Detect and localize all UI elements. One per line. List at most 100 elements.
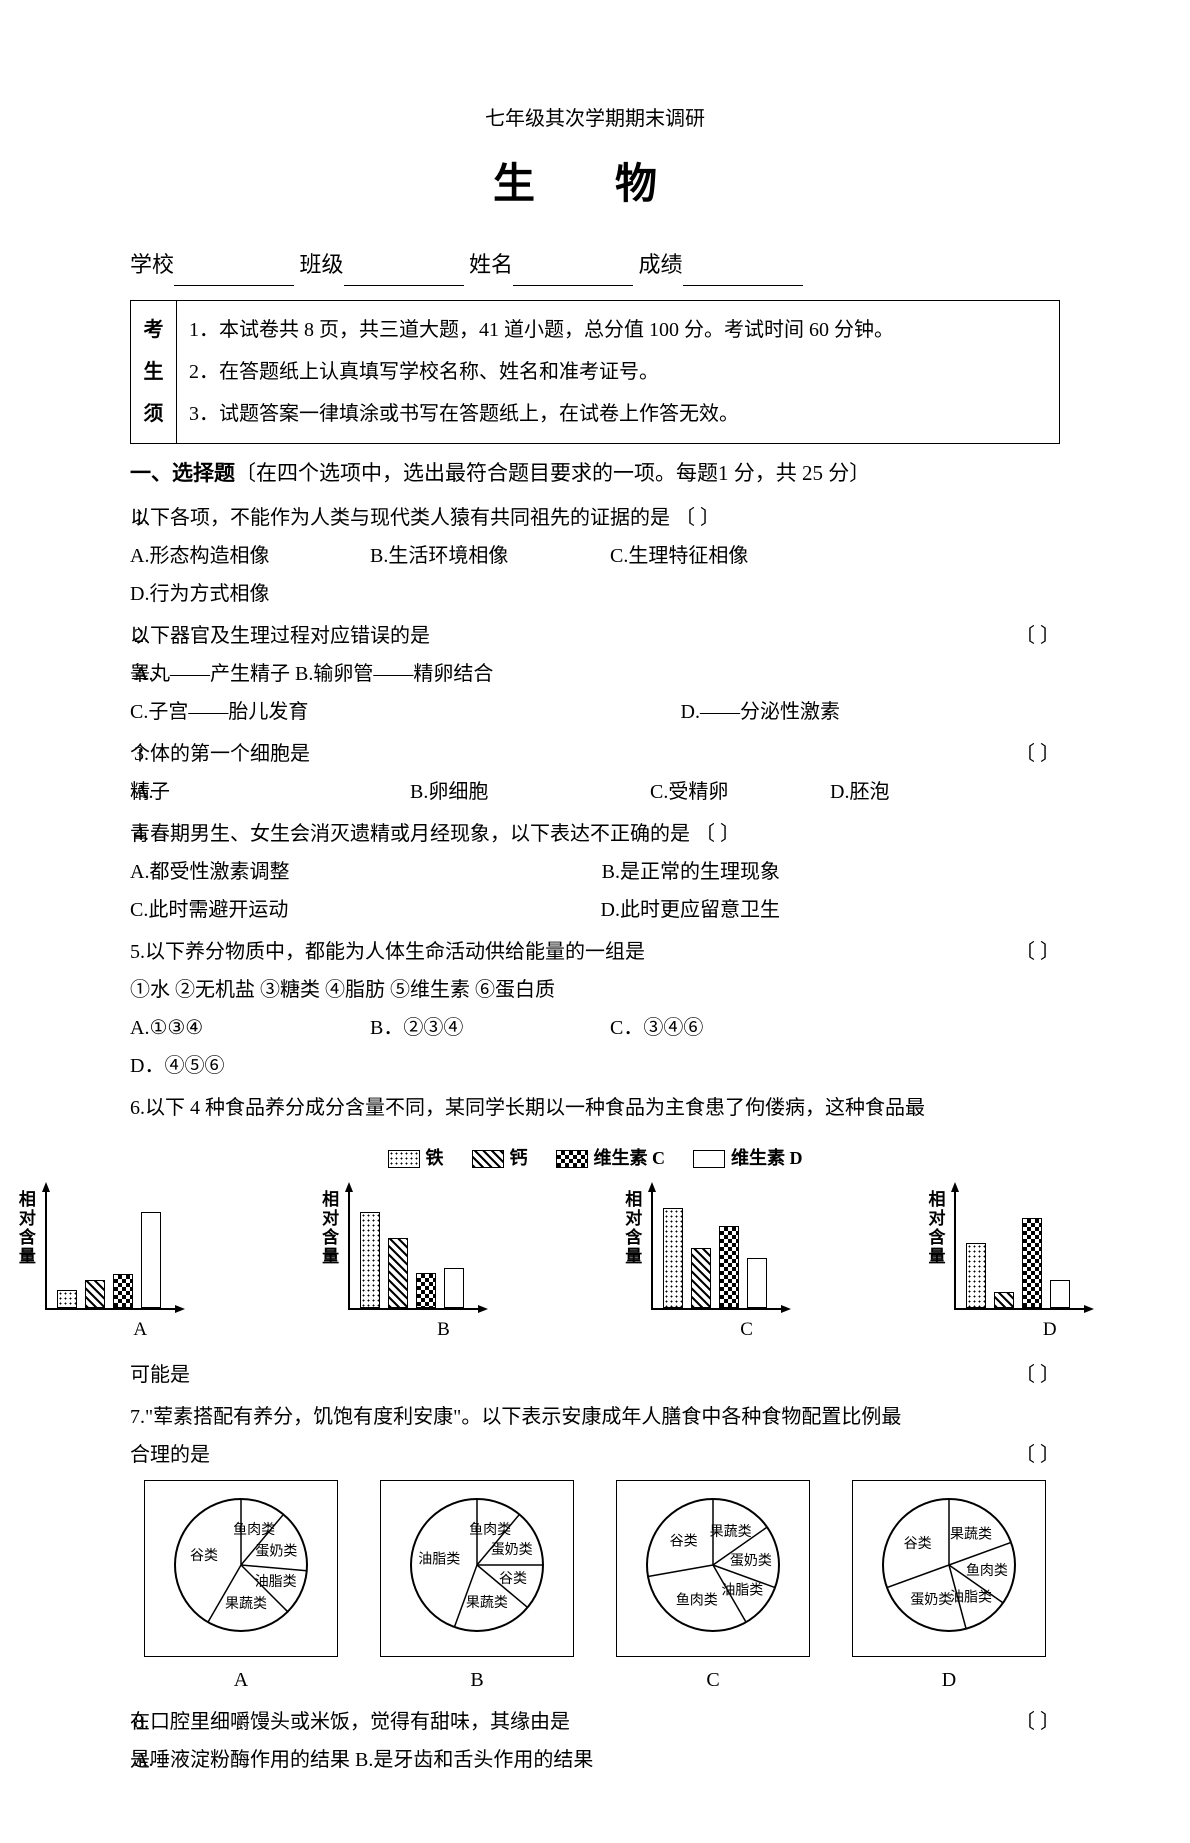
q7-stem: 7."荤素搭配有养分，饥饱有度利安康"。以下表示安康成年人膳食中各种食物配置比例… [130,1398,1060,1436]
legend-vd: 维生素 D [693,1141,803,1175]
q4-opt-c: C.此时需避开运动 [130,891,288,929]
school-label: 学校 [130,244,174,286]
bar [57,1290,77,1308]
notice-line-3: 3．试题答案一律填涂或书写在答题纸上，在试卷上作答无效。 [189,395,1047,433]
pie-slice-label: 鱼肉类 [469,1521,511,1538]
q3-opt-b: B.卵细胞 [410,773,610,811]
q7-bracket: 〔 〕 [1015,1436,1060,1474]
pie-label: B [380,1661,574,1699]
chart-x-label: B [437,1312,450,1348]
q8-bracket: 〔 〕 [1015,1703,1060,1741]
pie-svg: 果蔬类鱼肉类油脂类蛋奶类谷类 [859,1487,1039,1637]
q6-tail: 可能是 [130,1356,190,1394]
pie-slice-label: 果蔬类 [466,1595,508,1611]
pie-C: 果蔬类蛋奶类油脂类鱼肉类谷类 C [616,1480,810,1699]
q5-opt-c: C．③④⑥ [610,1009,810,1047]
q4-num: 4. [130,815,260,853]
notice-body: 1．本试卷共 8 页，共三道大题，41 道小题，总分值 100 分。考试时间 6… [177,301,1059,443]
score-label: 成绩 [639,244,683,286]
notice-line-1: 1．本试卷共 8 页，共三道大题，41 道小题，总分值 100 分。考试时间 6… [189,311,1047,349]
q2-bracket: 〔 〕 [1015,617,1060,655]
q8-anum: A. [130,1741,260,1779]
notice-side-1: 生 [144,353,164,391]
bar [1050,1280,1070,1308]
q7-tail: 合理的是 [130,1436,210,1474]
q2-opt-ab: 睾丸——产生精子 B.输卵管——精卵结合 [130,655,1060,693]
q4-stem: 青春期男生、女生会消灭遗精或月经现象，以下表达不正确的是 〔 〕 [130,815,1060,853]
section-1-tail: 〔在四个选项中，选出最符合题目要求的一项。每题1 分，共 25 分〕 [235,461,870,485]
bar [994,1292,1014,1308]
question-3: 3. 个体的第一个细胞是 〔 〕 A. 精子 B.卵细胞 C.受精卵 D.胚泡 [130,735,1060,811]
q4-opt-a: A.都受性激素调整 [130,853,289,891]
q4-opt-d: D.此时更应留意卫生 [601,891,780,929]
question-6: 6.以下 4 种食品养分成分含量不同，某同学长期以一种食品为主食患了佝偻病，这种… [130,1089,1060,1393]
y-axis-label: 相对含量 [312,1190,344,1266]
pie-slice-label: 谷类 [904,1536,932,1552]
q4-opt-b: B.是正常的生理现象 [602,853,780,891]
q1-options: A.形态构造相像 B.生活环境相像 C.生理特征相像 D.行为方式相像 [130,537,1060,613]
pie-slice-label: 谷类 [670,1533,698,1549]
chart-axes [45,1190,175,1310]
bar-chart-A: 相对含量 A [9,1190,272,1348]
q6-stem: 6.以下 4 种食品养分成分含量不同，某同学长期以一种食品为主食患了佝偻病，这种… [130,1089,1060,1127]
pie-B: 鱼肉类蛋奶类谷类果蔬类油脂类B [380,1480,574,1699]
pie-slice-label: 鱼肉类 [966,1562,1008,1579]
chart-axes [954,1190,1084,1310]
legend-iron: 铁 [388,1141,444,1175]
y-axis-label: 相对含量 [615,1190,647,1266]
pie-box: 鱼肉类蛋奶类谷类果蔬类油脂类 [380,1480,574,1657]
bar-chart-C: 相对含量 C [615,1190,878,1348]
bar [416,1273,436,1308]
q8-opt-ab: 是唾液淀粉酶作用的结果 B.是牙齿和舌头作用的结果 [130,1741,1060,1779]
bar [719,1226,739,1308]
pie-box: 果蔬类蛋奶类油脂类鱼肉类谷类 [616,1480,810,1657]
question-8: 8. 在口腔里细嚼馒头或米饭，觉得有甜味，其缘由是 〔 〕 A. 是唾液淀粉酶作… [130,1703,1060,1779]
q5-items: ①水 ②无机盐 ③糖类 ④脂肪 ⑤维生素 ⑥蛋白质 [130,971,1060,1009]
pie-label: C [616,1661,810,1699]
notice-side-label: 考 生 须 [131,301,177,443]
q2-anum: A. [130,655,260,693]
question-4: 4. 青春期男生、女生会消灭遗精或月经现象，以下表达不正确的是 〔 〕 A.都受… [130,815,1060,929]
chart-legend: 铁 钙 维生素 C 维生素 D [130,1141,1060,1175]
question-5: 5.以下养分物质中，都能为人体生命活动供给能量的一组是 〔 〕 ①水 ②无机盐 … [130,933,1060,1085]
notice-line-2: 2．在答题纸上认真填写学校名称、姓名和准考证号。 [189,353,1047,391]
q1-opt-b: B.生活环境相像 [370,537,570,575]
doc-subtitle: 七年级其次学期期末调研 [130,100,1060,138]
y-axis-label: 相对含量 [918,1190,950,1266]
q5-opt-b: B．②③④ [370,1009,570,1047]
bar [444,1268,464,1308]
pie-slice-label: 蛋奶类 [730,1553,772,1569]
pie-A: 鱼肉类蛋奶类油脂类果蔬类谷类A [144,1480,338,1699]
q1-opt-d: D.行为方式相像 [130,575,330,613]
pie-box: 果蔬类鱼肉类油脂类蛋奶类谷类 [852,1480,1046,1657]
pie-slice-label: 蛋奶类 [491,1542,533,1558]
swatch-iron-icon [388,1150,420,1168]
bar [663,1208,683,1308]
bar [747,1258,767,1308]
y-axis-label: 相对含量 [9,1190,41,1266]
chart-axes [651,1190,781,1310]
chart-x-label: D [1043,1312,1057,1348]
legend-ca: 钙 [472,1141,528,1175]
swatch-ca-icon [472,1150,504,1168]
chart-x-label: A [133,1312,147,1348]
q5-opt-d: D．④⑤⑥ [130,1047,330,1085]
section-1-title: 一、选择题 [130,461,235,485]
pie-slice-label: 谷类 [499,1571,527,1587]
score-blank [683,262,803,286]
bar [113,1274,133,1308]
pie-slice-label: 蛋奶类 [255,1543,297,1559]
pie-svg: 鱼肉类蛋奶类谷类果蔬类油脂类 [387,1487,567,1637]
bar [691,1248,711,1308]
question-1: 1. 以下各项，不能作为人类与现代类人猿有共同祖先的证据的是 〔 〕 A.形态构… [130,499,1060,613]
q1-opt-c: C.生理特征相像 [610,537,810,575]
pie-slice-label: 果蔬类 [950,1526,992,1542]
chart-x-label: C [740,1312,753,1348]
question-7: 7."荤素搭配有养分，饥饱有度利安康"。以下表示安康成年人膳食中各种食物配置比例… [130,1398,1060,1699]
pie-label: D [852,1661,1046,1699]
notice-box: 考 生 须 1．本试卷共 8 页，共三道大题，41 道小题，总分值 100 分。… [130,300,1060,444]
legend-vc-label: 维生素 C [594,1141,666,1175]
pie-slice-label: 蛋奶类 [910,1592,952,1608]
question-2: 2. 以下器官及生理过程对应错误的是 〔 〕 A. 睾丸——产生精子 B.输卵管… [130,617,1060,731]
pie-D: 果蔬类鱼肉类油脂类蛋奶类谷类D [852,1480,1046,1699]
